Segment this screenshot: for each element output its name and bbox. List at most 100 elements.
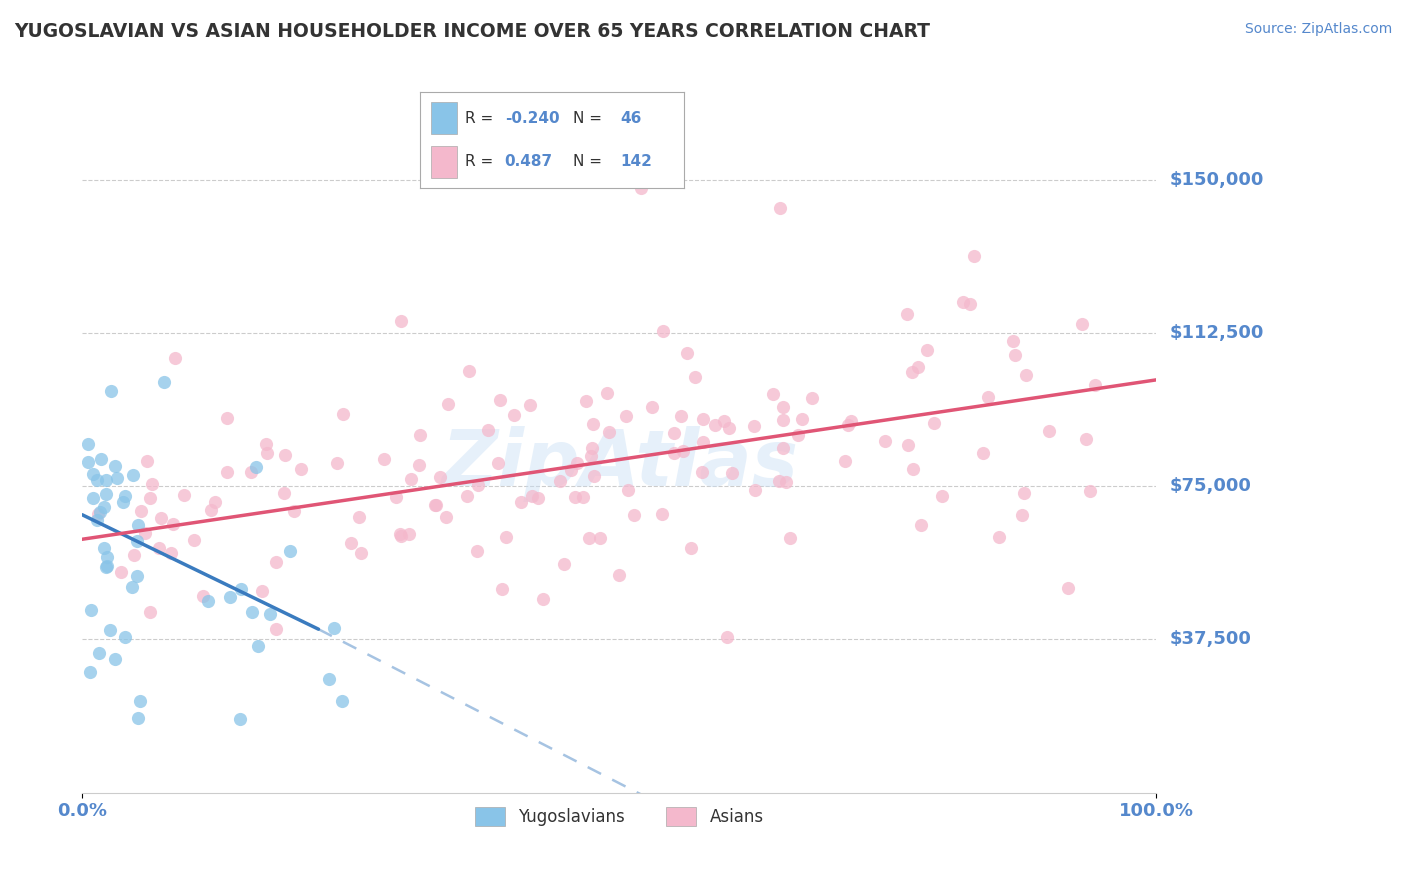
- Point: [1004, 348, 1026, 362]
- Point: [80, 602, 103, 616]
- Point: [692, 434, 714, 449]
- Point: [713, 414, 735, 428]
- Point: [152, 376, 174, 390]
- Point: [349, 509, 371, 524]
- Point: [93, 541, 115, 555]
- Text: ZipAtlas: ZipAtlas: [440, 425, 797, 501]
- Point: [456, 489, 478, 503]
- Point: [548, 474, 571, 488]
- Point: [86, 473, 108, 487]
- Point: [768, 474, 790, 488]
- Point: [987, 530, 1010, 544]
- Point: [623, 508, 645, 522]
- Point: [131, 504, 153, 518]
- Point: [900, 366, 922, 380]
- Point: [839, 414, 862, 428]
- Point: [389, 314, 412, 328]
- Point: [94, 474, 117, 488]
- Point: [675, 346, 697, 360]
- Point: [318, 672, 340, 686]
- Point: [127, 569, 149, 583]
- Point: [720, 466, 742, 480]
- Point: [669, 409, 692, 424]
- Point: [104, 652, 127, 666]
- Point: [373, 451, 395, 466]
- Point: [162, 516, 184, 531]
- Point: [662, 425, 685, 440]
- Point: [679, 541, 702, 555]
- Point: [200, 503, 222, 517]
- Point: [560, 462, 582, 476]
- Point: [87, 507, 110, 521]
- Point: [204, 495, 226, 509]
- Point: [173, 488, 195, 502]
- Point: [662, 446, 685, 460]
- Point: [245, 459, 267, 474]
- Point: [553, 557, 575, 571]
- Point: [607, 568, 630, 582]
- Point: [111, 494, 134, 508]
- Point: [89, 505, 111, 519]
- Point: [423, 499, 446, 513]
- Point: [114, 630, 136, 644]
- Point: [322, 621, 344, 635]
- Point: [121, 580, 143, 594]
- Point: [326, 456, 349, 470]
- Point: [183, 533, 205, 547]
- Text: $112,500: $112,500: [1170, 324, 1264, 342]
- Point: [408, 428, 430, 442]
- Point: [388, 527, 411, 541]
- Point: [931, 489, 953, 503]
- Point: [873, 434, 896, 449]
- Point: [96, 558, 118, 573]
- Point: [596, 386, 619, 401]
- Point: [578, 531, 600, 545]
- Point: [762, 386, 785, 401]
- Point: [1015, 368, 1038, 382]
- Point: [564, 490, 586, 504]
- Point: [398, 527, 420, 541]
- Point: [215, 410, 238, 425]
- Point: [801, 391, 824, 405]
- Point: [775, 475, 797, 489]
- Point: [127, 711, 149, 725]
- Point: [82, 491, 104, 505]
- Point: [264, 555, 287, 569]
- Point: [519, 398, 541, 412]
- Point: [582, 469, 605, 483]
- Point: [399, 471, 422, 485]
- Point: [125, 534, 148, 549]
- Point: [520, 489, 543, 503]
- Point: [127, 518, 149, 533]
- Point: [165, 351, 187, 365]
- Point: [704, 417, 727, 432]
- Point: [104, 458, 127, 473]
- Point: [1011, 508, 1033, 522]
- Point: [772, 413, 794, 427]
- Point: [122, 548, 145, 562]
- Point: [139, 606, 162, 620]
- Point: [254, 437, 277, 451]
- Point: [332, 407, 354, 421]
- Point: [1070, 317, 1092, 331]
- Point: [652, 324, 675, 338]
- Point: [105, 471, 128, 485]
- Point: [683, 370, 706, 384]
- Point: [598, 425, 620, 439]
- Point: [90, 451, 112, 466]
- Point: [437, 397, 460, 411]
- Point: [197, 593, 219, 607]
- Point: [977, 390, 1000, 404]
- Point: [903, 462, 925, 476]
- Point: [240, 605, 263, 619]
- Point: [581, 441, 603, 455]
- Point: [717, 421, 740, 435]
- Point: [617, 483, 640, 498]
- Point: [716, 631, 738, 645]
- Point: [1076, 432, 1098, 446]
- Point: [1078, 483, 1101, 498]
- Point: [283, 504, 305, 518]
- Point: [744, 419, 766, 434]
- Point: [509, 495, 531, 509]
- Point: [495, 530, 517, 544]
